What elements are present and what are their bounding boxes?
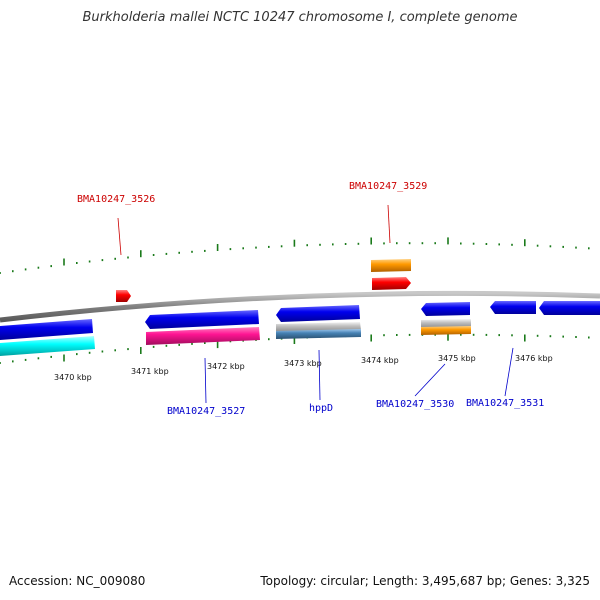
forward-strand-genes [116,259,411,302]
leader-bma10247-3527 [204,357,207,404]
gene-bma10247-3530[interactable] [421,302,470,316]
tick-label-3471: 3471 kbp [131,367,169,376]
gene-blue-left[interactable] [0,319,93,340]
tick-label-3473: 3473 kbp [284,359,322,368]
label-bma10247-3526[interactable]: BMA10247_3526 [77,194,155,205]
map-title: Burkholderia mallei NCTC 10247 chromosom… [82,10,518,25]
tick-labels: 3470 kbp 3471 kbp 3472 kbp 3473 kbp 3474… [54,354,553,382]
label-hppd[interactable]: hppD [309,403,333,414]
gene-blue-right[interactable] [539,301,600,315]
gene-bma10247-3526[interactable] [116,290,131,302]
gene-bma10247-3530-silver[interactable] [421,319,471,328]
tick-label-3472: 3472 kbp [207,362,245,371]
gene-labels: BMA10247_3526 BMA10247_3529 BMA10247_352… [77,181,544,417]
gene-bma10247-3527-pink[interactable] [146,327,260,345]
accession-text: Accession: NC_009080 [9,574,146,588]
label-bma10247-3529[interactable]: BMA10247_3529 [349,181,427,192]
gene-hppd[interactable] [276,305,360,322]
label-bma10247-3531[interactable]: BMA10247_3531 [466,398,544,409]
genome-backbone [0,290,600,323]
tick-label-3475: 3475 kbp [438,354,476,363]
label-bma10247-3530[interactable]: BMA10247_3530 [376,399,454,410]
leader-bma10247-3529 [387,204,391,244]
leader-hppd [318,349,321,401]
genome-summary-text: Topology: circular; Length: 3,495,687 bp… [260,574,590,588]
gene-bma10247-3530-orange[interactable] [421,326,471,335]
tick-label-3474: 3474 kbp [361,356,399,365]
reverse-strand-genes [0,301,600,356]
label-leaders [117,204,514,404]
tick-label-3470: 3470 kbp [54,373,92,382]
gene-bma10247-3527[interactable] [145,310,259,329]
leader-bma10247-3530 [414,363,446,397]
gene-cyan-left[interactable] [0,336,95,356]
leader-bma10247-3531 [504,347,514,397]
gene-bma10247-3529[interactable] [372,277,411,290]
gene-bma10247-3529-orange[interactable] [371,259,411,272]
leader-bma10247-3526 [117,217,122,256]
gene-bma10247-3531[interactable] [490,301,536,314]
tick-label-3476: 3476 kbp [515,354,553,363]
outer-tick-ring [0,237,590,274]
label-bma10247-3527[interactable]: BMA10247_3527 [167,406,245,417]
gene-hppd-steel[interactable] [276,329,361,339]
